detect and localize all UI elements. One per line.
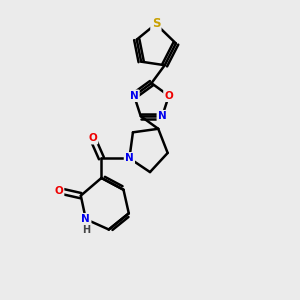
Text: H: H	[82, 225, 90, 236]
Text: N: N	[125, 153, 134, 163]
Text: O: O	[164, 91, 173, 101]
Text: N: N	[130, 91, 139, 101]
Text: N: N	[158, 111, 167, 121]
Text: N: N	[81, 214, 90, 224]
Text: S: S	[152, 17, 160, 31]
Text: O: O	[54, 186, 63, 196]
Text: O: O	[88, 133, 97, 143]
